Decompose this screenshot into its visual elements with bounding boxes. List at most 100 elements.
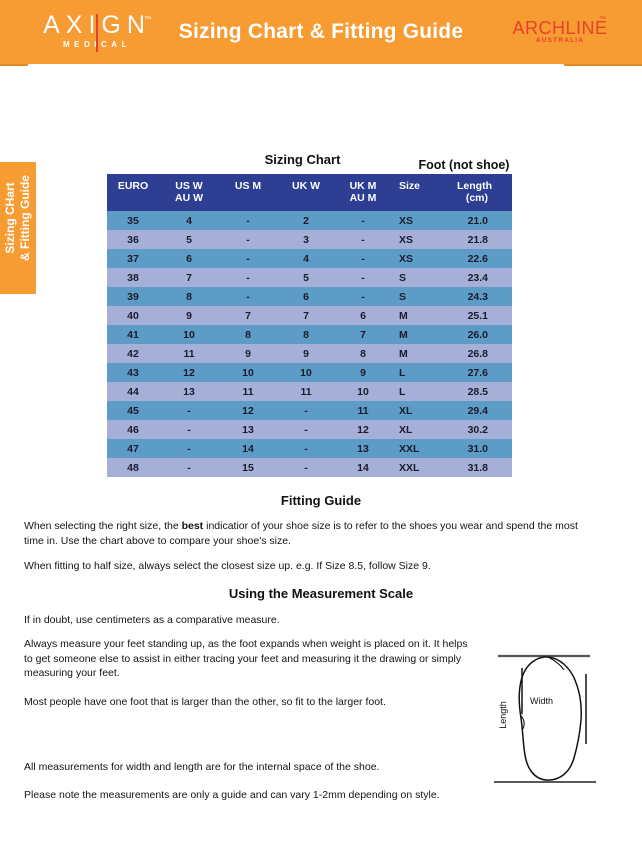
table-row: 46-13-12 XL 30.2 bbox=[107, 420, 512, 439]
measurement-paragraph-5: Please note the measurements are only a … bbox=[24, 789, 440, 801]
sizing-chart-table: EURO US W AU W US M UK W UK M AU M Size bbox=[107, 174, 512, 477]
table-cell-size: XL bbox=[391, 420, 457, 439]
table-cell-us-m: 8 bbox=[219, 325, 277, 344]
table-cell-us-w: - bbox=[159, 401, 219, 420]
column-header-us-m: US M bbox=[219, 174, 277, 211]
table-cell-length: 21.0 bbox=[457, 211, 512, 230]
table-cell-size: XXL bbox=[391, 439, 457, 458]
table-cell-size: XS bbox=[391, 211, 457, 230]
table-cell-uk-m: 9 bbox=[335, 363, 391, 382]
table-cell-size: S bbox=[391, 268, 457, 287]
foot-width-label: Width bbox=[530, 696, 554, 706]
table-cell-us-m: 9 bbox=[219, 344, 277, 363]
column-header-size: Size bbox=[391, 174, 457, 211]
table-cell-uk-w: 4 bbox=[277, 249, 335, 268]
side-tab-label: Sizing CHart & Fitting Guide bbox=[3, 175, 32, 261]
table-cell-euro: 43 bbox=[107, 363, 159, 382]
measurement-paragraph-3: Most people have one foot that is larger… bbox=[24, 696, 386, 708]
table-cell-uk-m: 10 bbox=[335, 382, 391, 401]
table-cell-uk-w: - bbox=[277, 439, 335, 458]
footprint-outline-icon bbox=[494, 654, 596, 783]
table-cell-us-w: 12 bbox=[159, 363, 219, 382]
table-cell-uk-m: 8 bbox=[335, 344, 391, 363]
table-cell-us-m: - bbox=[219, 249, 277, 268]
table-cell-us-w: 7 bbox=[159, 268, 219, 287]
foot-not-shoe-note: Foot (not shoe) bbox=[418, 158, 510, 172]
table-cell-uk-m: 14 bbox=[335, 458, 391, 477]
table-cell-size: XS bbox=[391, 230, 457, 249]
table-cell-us-m: 7 bbox=[219, 306, 277, 325]
table-cell-length: 23.4 bbox=[457, 268, 512, 287]
table-row: 39 8-6- S 24.3 bbox=[107, 287, 512, 306]
table-cell-length: 24.3 bbox=[457, 287, 512, 306]
table-cell-uk-w: 5 bbox=[277, 268, 335, 287]
table-cell-length: 21.8 bbox=[457, 230, 512, 249]
table-cell-us-m: - bbox=[219, 230, 277, 249]
table-cell-uk-w: 3 bbox=[277, 230, 335, 249]
table-cell-us-w: - bbox=[159, 420, 219, 439]
table-cell-length: 25.1 bbox=[457, 306, 512, 325]
table-cell-length: 22.6 bbox=[457, 249, 512, 268]
table-cell-euro: 35 bbox=[107, 211, 159, 230]
archline-logo-wordmark: ARCHLINE bbox=[512, 18, 608, 38]
table-cell-uk-w: - bbox=[277, 458, 335, 477]
table-cell-euro: 37 bbox=[107, 249, 159, 268]
table-cell-us-m: 11 bbox=[219, 382, 277, 401]
table-cell-uk-w: - bbox=[277, 420, 335, 439]
table-cell-uk-w: 11 bbox=[277, 382, 335, 401]
fitting-p1-after: indicatior of your shoe size is to refer… bbox=[24, 520, 578, 547]
table-cell-us-m: - bbox=[219, 287, 277, 306]
table-cell-us-m: - bbox=[219, 211, 277, 230]
table-row: 41 10 8 8 7 M 26.0 bbox=[107, 325, 512, 344]
table-cell-us-m: 13 bbox=[219, 420, 277, 439]
table-cell-uk-w: - bbox=[277, 401, 335, 420]
table-cell-uk-m: - bbox=[335, 230, 391, 249]
table-cell-length: 27.6 bbox=[457, 363, 512, 382]
table-cell-us-w: 9 bbox=[159, 306, 219, 325]
column-header-euro: EURO bbox=[107, 174, 159, 211]
table-row: 44 13 11 11 10 L 28.5 bbox=[107, 382, 512, 401]
page-title: Sizing Chart & Fitting Guide bbox=[178, 20, 464, 43]
table-cell-euro: 48 bbox=[107, 458, 159, 477]
foot-length-label: Length bbox=[498, 701, 508, 729]
column-header-length-line1: Length bbox=[457, 180, 492, 192]
measurement-paragraph-4: All measurements for width and length ar… bbox=[24, 761, 380, 773]
table-cell-us-m: - bbox=[219, 268, 277, 287]
axign-logo-tagline: MEDICAL bbox=[63, 40, 131, 49]
table-row: 47-14-13 XXL 31.0 bbox=[107, 439, 512, 458]
archline-logo: ARCHLINE ™ AUSTRALIA bbox=[510, 16, 610, 50]
measurement-paragraph-1: If in doubt, use centimeters as a compar… bbox=[24, 614, 280, 626]
table-cell-us-w: 11 bbox=[159, 344, 219, 363]
table-cell-uk-m: - bbox=[335, 268, 391, 287]
table-cell-euro: 41 bbox=[107, 325, 159, 344]
table-cell-uk-m: - bbox=[335, 211, 391, 230]
table-cell-us-w: 8 bbox=[159, 287, 219, 306]
table-cell-us-m: 12 bbox=[219, 401, 277, 420]
table-cell-size: L bbox=[391, 382, 457, 401]
table-cell-us-m: 10 bbox=[219, 363, 277, 382]
archline-logo-tagline: AUSTRALIA bbox=[535, 37, 585, 44]
table-cell-uk-w: 2 bbox=[277, 211, 335, 230]
side-tab: Sizing CHart & Fitting Guide bbox=[0, 162, 36, 294]
table-cell-length: 29.4 bbox=[457, 401, 512, 420]
table-cell-size: XL bbox=[391, 401, 457, 420]
table-cell-length: 30.2 bbox=[457, 420, 512, 439]
column-header-uk-m-line2: AU M bbox=[349, 192, 377, 204]
table-cell-us-w: - bbox=[159, 458, 219, 477]
table-cell-us-w: - bbox=[159, 439, 219, 458]
table-cell-size: XXL bbox=[391, 458, 457, 477]
table-cell-euro: 45 bbox=[107, 401, 159, 420]
table-cell-uk-m: - bbox=[335, 287, 391, 306]
table-cell-euro: 44 bbox=[107, 382, 159, 401]
column-header-length: Length (cm) bbox=[457, 174, 512, 211]
table-cell-size: L bbox=[391, 363, 457, 382]
table-body: 35 4-2- XS 21.0 36 5-3- XS 21.8 37 6-4- XS 22.6 38 7-… bbox=[107, 211, 512, 477]
table-row: 42 11 9 9 8 M 26.8 bbox=[107, 344, 512, 363]
table-head: EURO US W AU W US M UK W UK M AU M Size bbox=[107, 174, 512, 211]
table-row: 38 7-5- S 23.4 bbox=[107, 268, 512, 287]
column-header-uk-w: UK W bbox=[277, 174, 335, 211]
table-cell-uk-m: 6 bbox=[335, 306, 391, 325]
archline-trademark-icon: ™ bbox=[599, 16, 606, 23]
sizing-chart-caption: Sizing Chart bbox=[264, 152, 341, 167]
